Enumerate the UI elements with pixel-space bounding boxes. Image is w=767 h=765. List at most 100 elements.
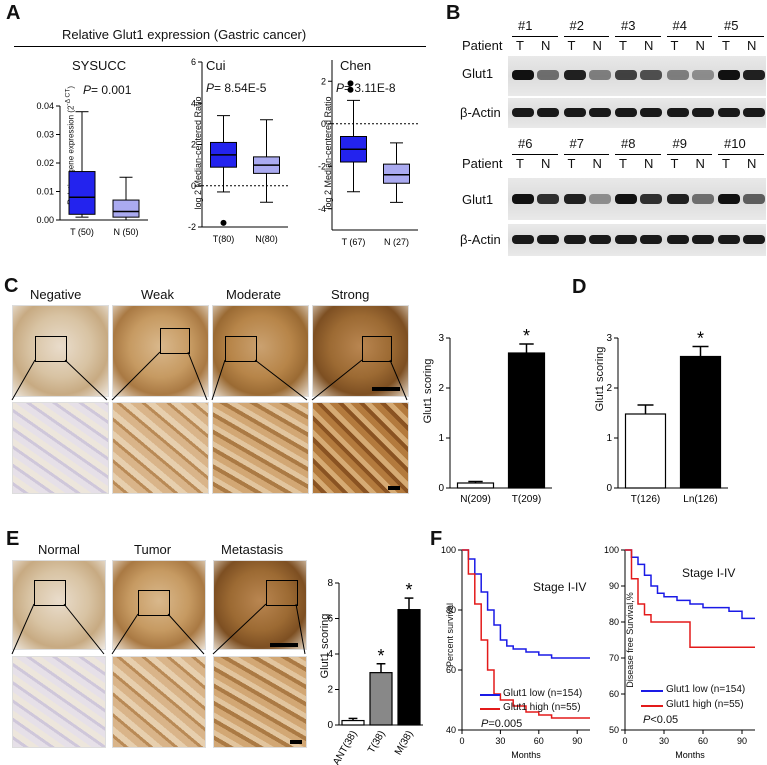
x-tick-label: 60 [534,736,544,746]
y-tick-label: 90 [609,581,619,591]
patient-group-line [512,36,558,37]
inset-box-negative [35,336,67,362]
x-tick-label: ANT(38) [331,729,359,765]
panel-f-right-legend-low: Glut1 low (n=154) [666,684,746,695]
y-tick-label: 0 [327,720,333,731]
zoom-weak [112,402,209,494]
patient-number: #9 [672,136,687,151]
inset-box-normal [34,580,66,606]
x-tick-label: 0 [622,736,627,746]
panel-label-f: F [430,528,443,550]
blot-band [640,108,662,117]
y-tick-label: 70 [609,653,619,663]
blot-band [666,194,689,204]
y-tick-label: 8 [327,578,333,589]
panel-label-c: C [4,275,19,297]
panel-f-right-legend-high: Glut1 high (n=55) [666,699,744,710]
x-tick-label: T(80) [213,234,235,244]
blot-band [743,235,765,244]
panel-c-cat-strong: Strong [331,287,370,302]
blot-band [691,235,714,244]
blot-band [563,235,586,244]
lane-label-n: N [695,38,705,53]
panel-a-cui-pval: P= 8.54E-5 [206,81,267,95]
legend-line-high-left [480,708,500,710]
lane-label-n: N [592,38,602,53]
y-tick-label: 100 [441,545,456,555]
panel-a-chen-chart: -4 -2 0 2 T (67) N (27) [318,60,418,247]
lane-label-n: N [644,156,654,171]
patient-group-line [718,36,764,37]
x-tick-label: T (67) [342,237,366,247]
patient-number: #8 [621,136,636,151]
panel-c-cat-negative: Negative [30,287,82,302]
patient-group-line [512,154,558,155]
x-tick-label: N(80) [255,234,278,244]
survival-curve-low [625,549,755,620]
zoom-line [111,613,139,655]
zoom-negative [12,402,109,494]
bar [341,719,365,726]
significance-star: * [523,326,530,346]
y-tick-label: 0.04 [36,101,54,111]
panel-c-bar-chart: 0 1 2 3 N(209) * T(209) [438,326,552,505]
zoom-moderate [212,402,309,494]
panel-a-chen-pval: P= 3.11E-8 [336,81,396,95]
panel-c-zoom-lines [11,351,408,401]
blot-band [718,108,740,117]
blot-band [537,70,559,80]
lane-label-n: N [747,156,757,171]
y-tick-label: 6 [191,57,196,67]
blot-band [743,108,765,117]
inset-box-tumor [138,590,170,616]
legend-line-low-right [641,690,663,692]
y-tick-label: 0.03 [36,130,54,140]
panel-e-bar-chart: 0 2 4 6 8 ANT(38) * T(38) * M(38) [327,578,423,765]
legend-line-high-right [641,705,663,707]
blot-band [691,70,714,80]
y-tick-label: 60 [609,689,619,699]
box [112,199,140,218]
outlier-point [347,86,354,93]
zoom-line [254,359,308,401]
bar [397,609,421,726]
outlier-point [220,219,227,226]
legend-line-low-left [480,694,500,696]
bar [369,672,393,726]
y-tick-label: 80 [446,605,456,615]
panel-f-right-km: 50 60 70 80 90 100 0 30 60 90 Months [604,545,755,760]
blot-band [666,235,689,244]
lane-label-t: T [670,38,679,53]
panel-a-sysucc-title: SYSUCC [72,58,127,73]
zoom-strong [312,402,409,494]
y-tick-label: 0 [606,483,612,494]
zoom-line [63,603,105,655]
y-tick-label: 3 [438,333,444,344]
lane-label-n: N [644,38,654,53]
tma-negative [12,305,109,397]
glut1-label-top: Glut1 [462,66,494,81]
bar [507,352,546,489]
lane-label-t: T [619,38,627,53]
inset-box-moderate [225,336,257,362]
bar [624,413,667,489]
x-tick-label: 30 [659,736,669,746]
patient-label-bottom: Patient [462,156,503,171]
blot-band [563,70,586,80]
zoom-line [295,603,306,655]
panel-a-divider [14,46,426,47]
y-tick-label: 0.02 [36,158,54,168]
panel-b-western: Patient Patient Glut1 β-Actin Glut1 β-Ac… [456,18,766,260]
blot-band [588,70,611,80]
x-tick-label: T(38) [366,729,387,755]
patient-number: #2 [569,18,584,33]
patient-number: #1 [518,18,533,33]
lane-label-n: N [695,156,705,171]
patient-number: #6 [518,136,533,151]
survival-curve-low [462,549,590,659]
y-tick-label: -2 [188,222,196,232]
y-tick-label: 80 [609,617,619,627]
lane-label-t: T [619,156,627,171]
y-tick-label: 50 [609,725,619,735]
panel-f-left-km: 40 60 80 100 0 30 60 90 Months [441,545,590,760]
